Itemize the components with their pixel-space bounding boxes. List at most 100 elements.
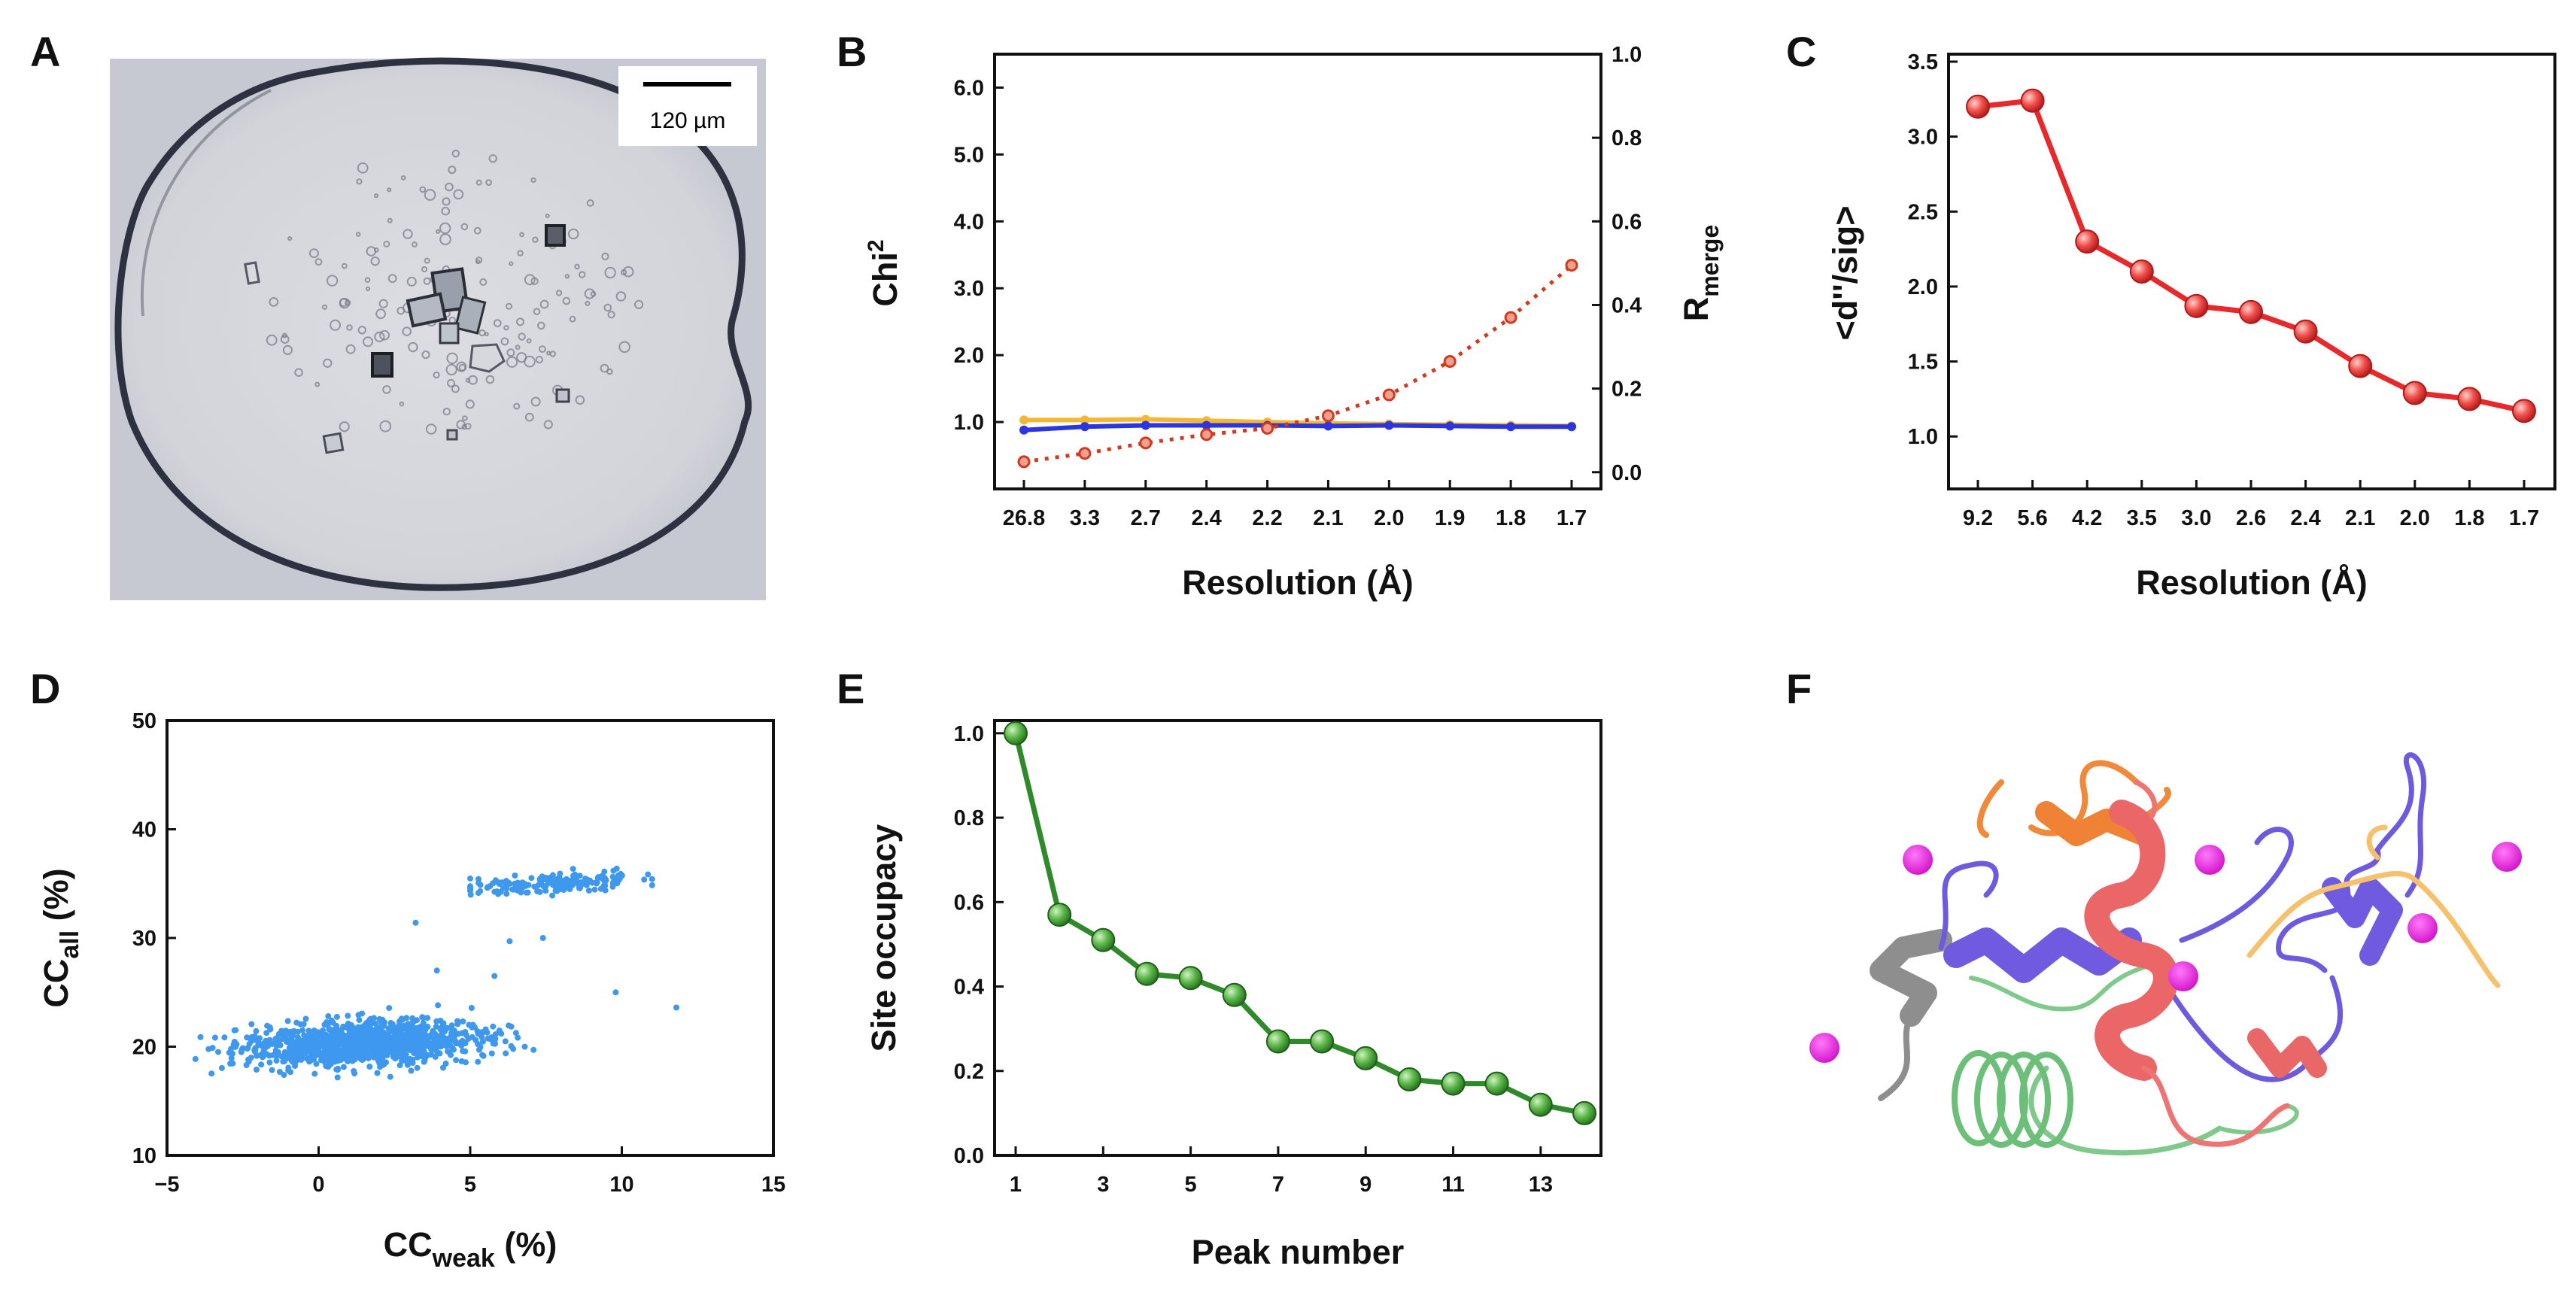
chart-b-x-tick-label: 2.4 — [1192, 506, 1222, 530]
chart-e-point — [1397, 1067, 1422, 1091]
crystal — [446, 429, 458, 441]
chart-c-point — [2402, 381, 2427, 405]
particle — [357, 162, 369, 174]
chart-e-y-tick-label: 0.4 — [954, 976, 984, 1000]
chart-d-point — [333, 1022, 340, 1029]
chart-d-point — [418, 1034, 425, 1041]
particle — [590, 291, 597, 297]
chart-d-point — [320, 1053, 327, 1060]
chart-d-point — [289, 1038, 296, 1045]
particle — [539, 299, 549, 309]
particle — [545, 214, 550, 218]
chart-d-point — [542, 888, 549, 894]
chart-d-point — [285, 1064, 292, 1071]
chart-e-y-axis-title: Site occupacy — [864, 824, 903, 1052]
chart-b-x-tick-label: 2.7 — [1131, 506, 1161, 530]
chart-d-point — [392, 1031, 399, 1038]
particle — [321, 304, 328, 310]
particle — [448, 165, 457, 175]
chart-d-point — [506, 880, 513, 887]
particle — [363, 336, 373, 348]
chart-d-point — [407, 1055, 413, 1062]
panel-label-f: F — [1786, 665, 1812, 712]
particle — [465, 399, 475, 409]
chart-e-point — [1484, 1071, 1509, 1096]
particle — [465, 378, 471, 383]
helix-turn — [1997, 1052, 2051, 1148]
chart-d-x-tick-label: 10 — [609, 1173, 633, 1197]
particle — [488, 154, 497, 163]
particle — [516, 352, 527, 363]
chart-e-x-tick-label: 5 — [1185, 1173, 1197, 1197]
chart-d-point — [363, 1034, 369, 1040]
chart-d-point — [211, 1034, 218, 1041]
chart-e-point — [1091, 927, 1116, 952]
particle — [378, 299, 388, 308]
chart-b-point — [1261, 421, 1274, 435]
chart-b-point — [1504, 311, 1517, 324]
particle — [423, 277, 431, 285]
chart-d-point — [375, 1058, 381, 1064]
chart-d-point — [356, 1017, 363, 1024]
coil-salmon — [2141, 1065, 2290, 1147]
chart-d-point — [467, 875, 473, 882]
particle — [603, 303, 612, 312]
chart-e-point — [1004, 721, 1028, 745]
chart-d-point — [565, 882, 572, 889]
chart-d-point — [287, 1051, 293, 1058]
chart-d-point — [367, 1050, 374, 1057]
chart-e-x-ticks: 1 3 5 7 9 11 13 — [1010, 1146, 1553, 1197]
helix-salmon — [2084, 800, 2179, 1081]
chart-e-y-tick-label: 0.8 — [954, 806, 984, 830]
chart-b-y2-tick-label: 0.2 — [1612, 378, 1642, 402]
chart-c-series — [1966, 88, 2536, 423]
chart-d-point — [536, 888, 543, 895]
particle — [537, 321, 545, 330]
particle — [509, 261, 514, 266]
chart-b-point — [1139, 436, 1153, 450]
particle — [421, 266, 428, 273]
chart-e-point — [1135, 961, 1159, 986]
chart-e: 0.00.20.40.60.81.0 1 3 5 7 9 11 13 Peak number… — [864, 719, 1602, 1271]
chart-d-point — [302, 1050, 308, 1056]
chart-d-point — [386, 1005, 393, 1012]
particle — [586, 199, 594, 207]
chart-c-point — [1966, 94, 1990, 119]
chart-b-point — [1141, 420, 1150, 430]
chart-d-point — [351, 1031, 357, 1038]
particle — [473, 226, 481, 235]
chart-d-point — [231, 1039, 238, 1045]
chart-b-y2-ticks: 0.0 0.2 0.4 0.6 0.8 1.0 — [1592, 43, 1642, 485]
chart-d-point — [256, 1035, 263, 1042]
chart-c-x-axis-title: Resolution (Å) — [2136, 563, 2367, 602]
chart-b-point — [1078, 447, 1092, 460]
particle — [433, 371, 440, 379]
particle — [442, 408, 451, 416]
chart-d-point — [208, 1070, 215, 1077]
chart-d-point — [475, 880, 482, 886]
particle — [634, 299, 644, 309]
chart-d-point — [311, 1070, 318, 1077]
chart-d-point — [387, 1047, 393, 1054]
particle — [281, 332, 287, 338]
chart-b-x-tick-label: 1.9 — [1435, 506, 1465, 530]
coil-purple — [1938, 861, 1999, 951]
chart-d-point — [408, 1067, 415, 1074]
chart-d-point — [498, 879, 505, 886]
chart-d-point — [253, 1067, 260, 1073]
chart-e-y-tick-label: 0.2 — [954, 1060, 984, 1084]
chart-d-point — [566, 877, 573, 884]
chart-d-point — [377, 1064, 384, 1070]
chart-d-point — [335, 1065, 342, 1072]
chart-c-x-tick-label: 1.7 — [2509, 506, 2539, 530]
particle — [387, 274, 397, 284]
particle — [314, 381, 320, 387]
particle — [517, 250, 524, 256]
chart-e-point — [1178, 966, 1203, 991]
crystal — [545, 224, 566, 247]
crystal — [244, 261, 260, 285]
particle — [458, 363, 466, 372]
chart-b-y-axis-title-sup: 2 — [864, 239, 889, 252]
chart-d-point — [531, 883, 538, 890]
particle — [269, 297, 279, 307]
